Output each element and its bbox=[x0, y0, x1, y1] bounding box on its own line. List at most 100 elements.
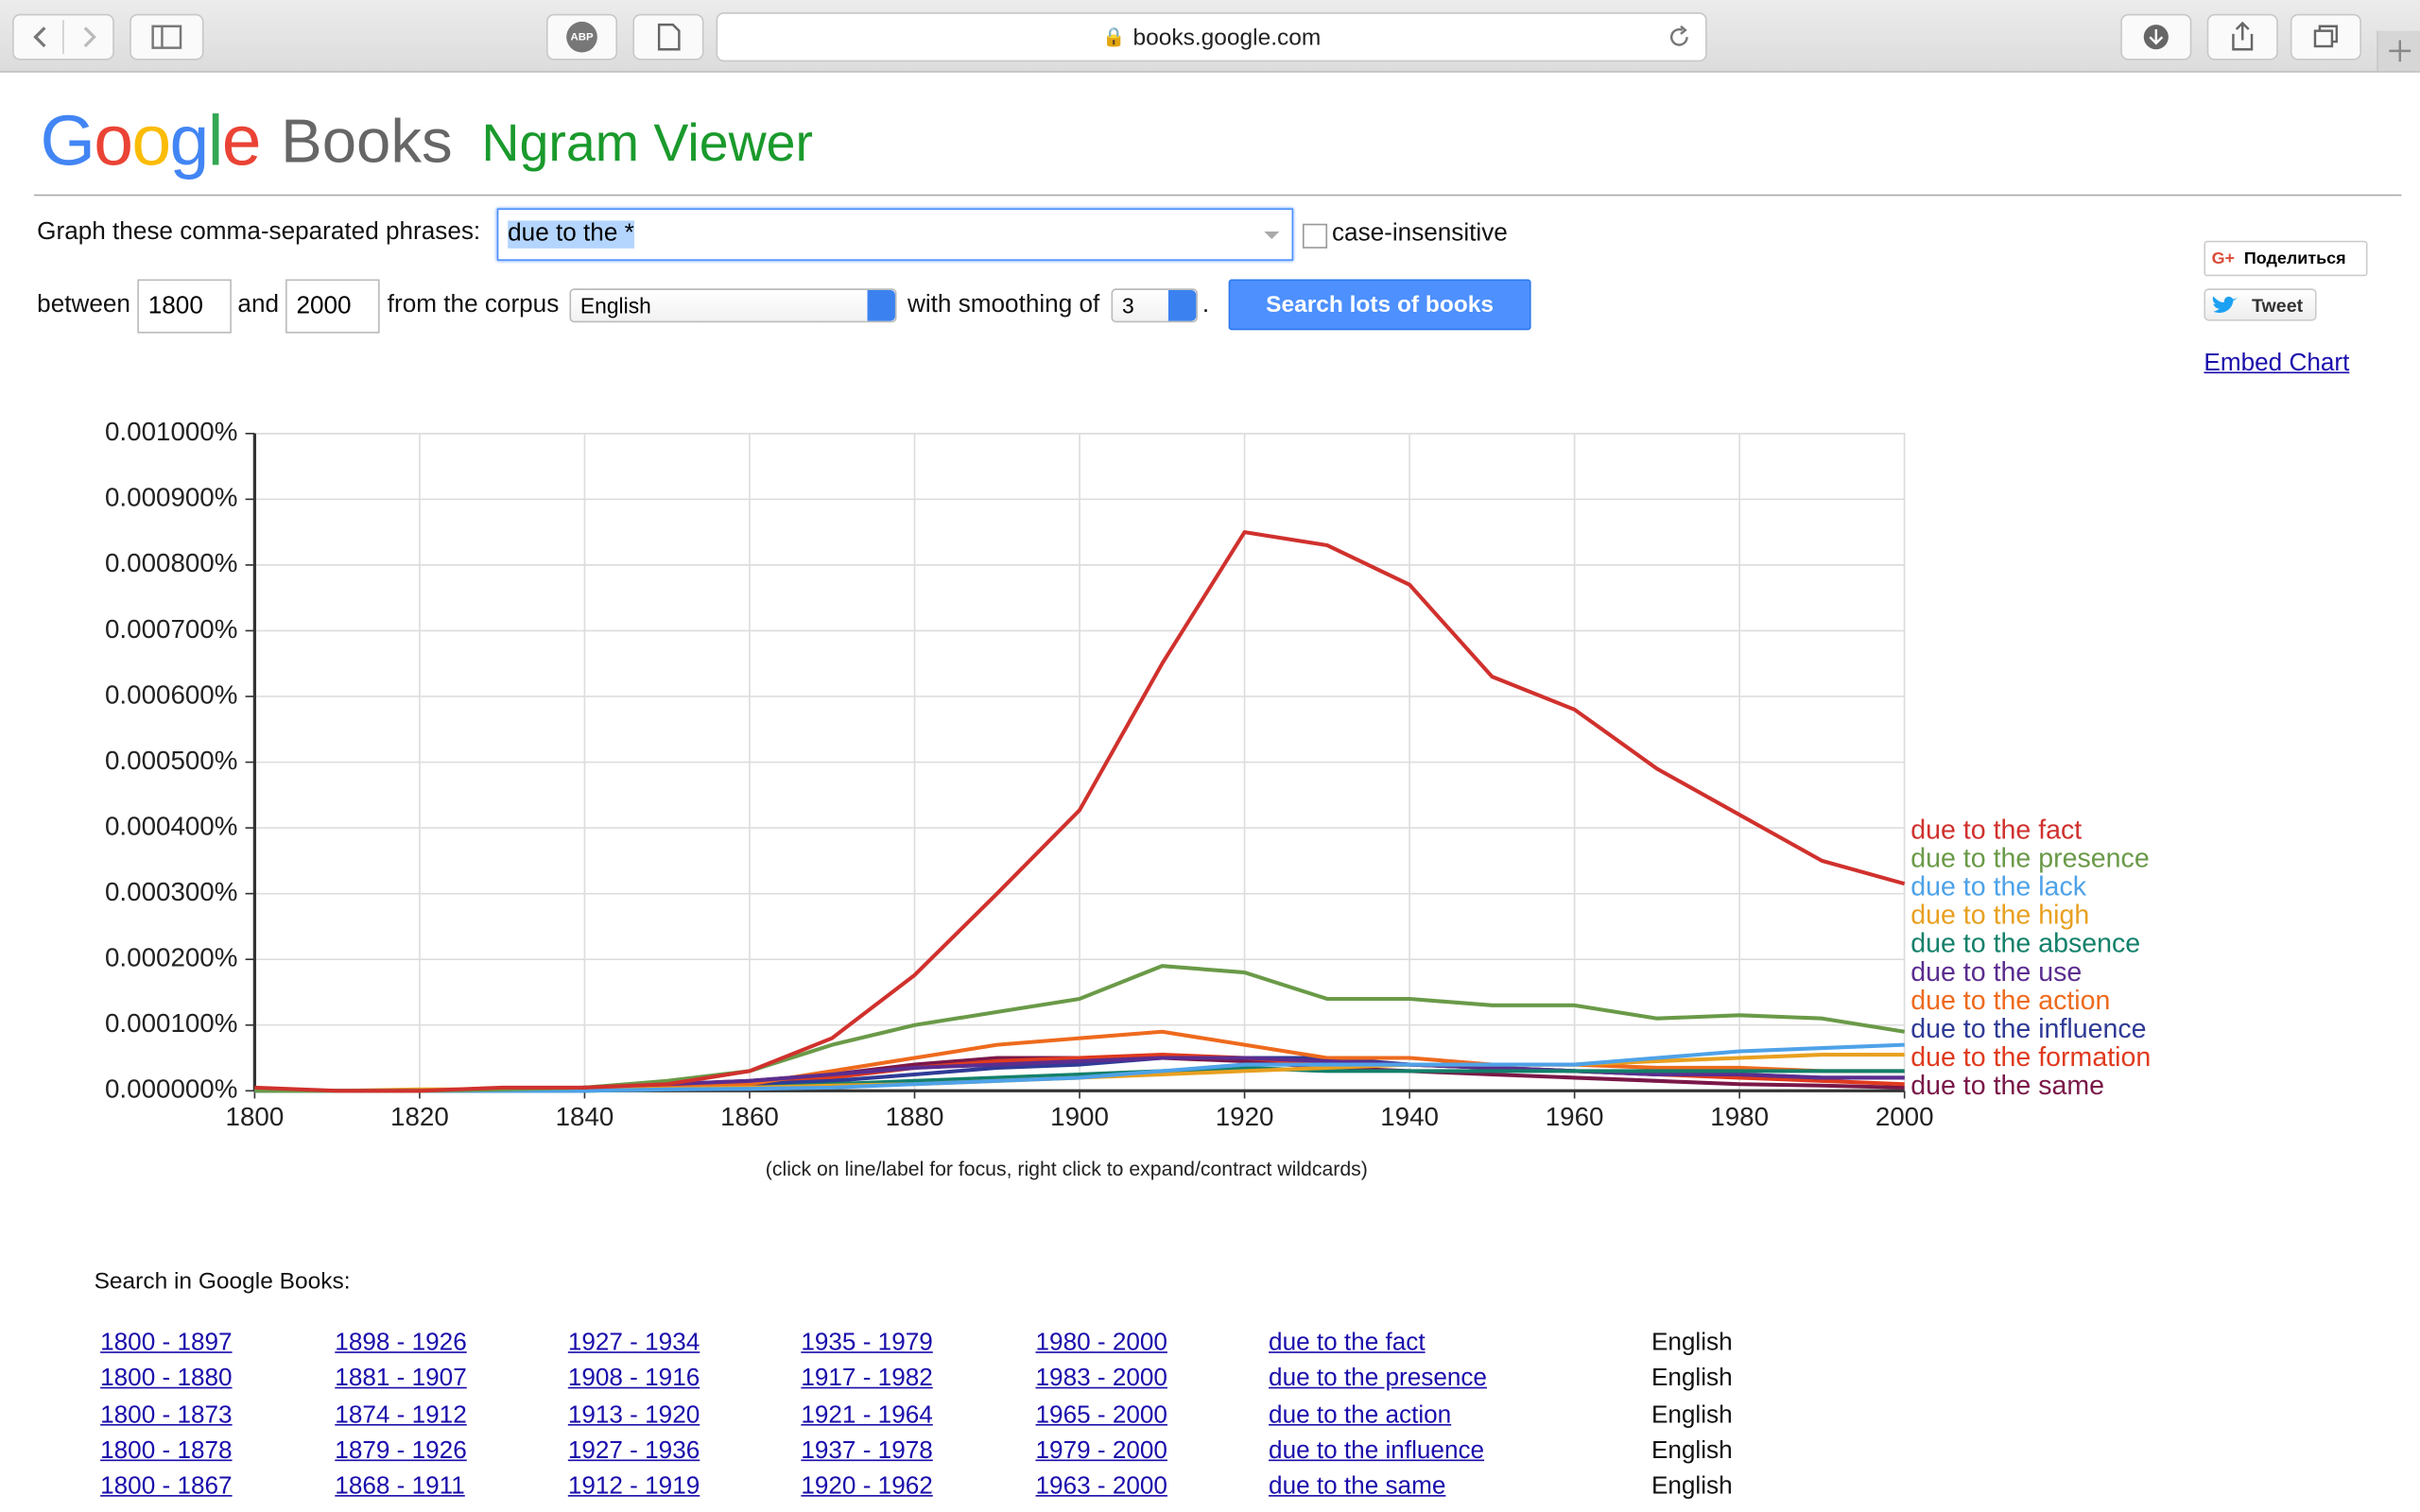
phrases-value: due to the * bbox=[508, 220, 634, 249]
case-checkbox[interactable] bbox=[1302, 223, 1328, 249]
embed-chart-link[interactable]: Embed Chart bbox=[2204, 350, 2350, 377]
corpus-cell: English bbox=[1651, 1473, 1733, 1501]
series-label[interactable]: due to the action bbox=[1910, 986, 2110, 1016]
reload-icon[interactable] bbox=[1666, 23, 1693, 50]
phrase-link[interactable]: due to the influence bbox=[1269, 1437, 1485, 1465]
logo-letter: G bbox=[40, 100, 95, 181]
select-arrows bbox=[867, 289, 895, 321]
nav-buttons[interactable] bbox=[12, 13, 114, 60]
year-range-link[interactable]: 1912 - 1919 bbox=[567, 1473, 700, 1501]
corpus-cell: English bbox=[1651, 1330, 1733, 1357]
year-end: 2000 bbox=[296, 292, 352, 319]
year-range-link[interactable]: 1879 - 1926 bbox=[335, 1437, 467, 1465]
between-label: between bbox=[37, 291, 130, 318]
corpus-value: English bbox=[579, 293, 651, 318]
year-range-link[interactable]: 1979 - 2000 bbox=[1035, 1437, 1167, 1465]
logo-letter: o bbox=[94, 100, 133, 181]
year-range-link[interactable]: 1800 - 1878 bbox=[100, 1437, 233, 1465]
series-label[interactable]: due to the lack bbox=[1910, 872, 2087, 902]
phrase-link[interactable]: due to the fact bbox=[1269, 1330, 1426, 1357]
x-tick-label: 1860 bbox=[720, 1102, 779, 1131]
corpus-label: from the corpus bbox=[387, 291, 560, 318]
tweet-label: Tweet bbox=[2252, 294, 2304, 316]
year-range-link[interactable]: 1965 - 2000 bbox=[1035, 1401, 1167, 1429]
tabs-button[interactable] bbox=[2290, 13, 2361, 60]
series-label[interactable]: due to the fact bbox=[1910, 816, 2082, 846]
year-range-link[interactable]: 1927 - 1934 bbox=[567, 1330, 700, 1357]
year-range-link[interactable]: 1920 - 1962 bbox=[801, 1473, 933, 1501]
books-logo: Books bbox=[281, 108, 453, 177]
y-tick-label: 0.000600% bbox=[105, 679, 237, 709]
dropdown-arrow bbox=[1264, 231, 1280, 240]
share-browser-button[interactable] bbox=[2206, 13, 2278, 60]
year-start-input[interactable]: 1800 bbox=[137, 279, 232, 334]
phrase-link[interactable]: due to the presence bbox=[1269, 1366, 1487, 1393]
smoothing-label: with smoothing of bbox=[907, 291, 1100, 318]
y-tick-label: 0.000100% bbox=[105, 1008, 237, 1038]
corpus-select[interactable]: English bbox=[569, 288, 897, 323]
year-range-link[interactable]: 1800 - 1873 bbox=[100, 1401, 233, 1429]
year-range-link[interactable]: 1913 - 1920 bbox=[567, 1401, 700, 1429]
phrases-label: Graph these comma-separated phrases: bbox=[37, 218, 481, 246]
smoothing-select[interactable]: 3 bbox=[1111, 288, 1198, 323]
google-plus-button[interactable]: G+ Поделиться bbox=[2204, 240, 2368, 277]
series-label[interactable]: due to the same bbox=[1910, 1071, 2104, 1101]
x-tick-label: 2000 bbox=[1876, 1102, 1934, 1131]
year-range-link[interactable]: 1868 - 1911 bbox=[335, 1473, 465, 1501]
google-logo: Google bbox=[40, 98, 262, 181]
address-bar[interactable]: 🔒 books.google.com bbox=[716, 12, 1707, 62]
logo-letter: e bbox=[221, 100, 262, 181]
year-range-link[interactable]: 1927 - 1936 bbox=[567, 1437, 700, 1465]
select-arrows bbox=[1167, 289, 1197, 321]
year-range-link[interactable]: 1935 - 1979 bbox=[801, 1330, 933, 1357]
twitter-icon bbox=[2212, 295, 2238, 313]
x-tick-label: 1880 bbox=[886, 1102, 944, 1131]
year-range-link[interactable]: 1898 - 1926 bbox=[335, 1330, 467, 1357]
page-icon bbox=[657, 23, 681, 51]
share-icon bbox=[2232, 21, 2254, 51]
header-rule bbox=[33, 194, 2402, 197]
series-label[interactable]: due to the formation bbox=[1910, 1042, 2151, 1073]
year-range-link[interactable]: 1800 - 1867 bbox=[100, 1473, 233, 1501]
series-label[interactable]: due to the absence bbox=[1910, 929, 2140, 959]
corpus-cell: English bbox=[1651, 1366, 1733, 1393]
year-range-link[interactable]: 1963 - 2000 bbox=[1035, 1473, 1167, 1501]
downloads-button[interactable] bbox=[2120, 13, 2192, 60]
corpus-cell: English bbox=[1651, 1437, 1733, 1465]
year-range-link[interactable]: 1937 - 1978 bbox=[801, 1437, 933, 1465]
search-button[interactable]: Search lots of books bbox=[1228, 279, 1531, 331]
tweet-button[interactable]: Tweet bbox=[2204, 288, 2317, 321]
phrase-link[interactable]: due to the same bbox=[1269, 1473, 1446, 1501]
year-range-link[interactable]: 1800 - 1880 bbox=[100, 1366, 233, 1393]
x-tick-label: 1840 bbox=[556, 1102, 614, 1131]
corpus-cell: English bbox=[1651, 1401, 1733, 1429]
reader-button[interactable] bbox=[632, 13, 704, 60]
series-label[interactable]: due to the presence bbox=[1910, 844, 2150, 874]
year-range-link[interactable]: 1980 - 2000 bbox=[1035, 1330, 1167, 1357]
app-title: Ngram Viewer bbox=[481, 113, 814, 173]
year-range-link[interactable]: 1800 - 1897 bbox=[100, 1330, 233, 1357]
period: . bbox=[1201, 291, 1210, 318]
series-label[interactable]: due to the high bbox=[1910, 901, 2089, 931]
new-tab-button[interactable] bbox=[2377, 30, 2420, 72]
series-label[interactable]: due to the influence bbox=[1910, 1014, 2146, 1044]
y-tick-label: 0.000500% bbox=[105, 746, 237, 775]
phrases-input[interactable]: due to the * bbox=[496, 208, 1294, 261]
series-label[interactable]: due to the use bbox=[1910, 957, 2082, 988]
sidebar-button[interactable] bbox=[130, 13, 204, 60]
year-range-link[interactable]: 1881 - 1907 bbox=[335, 1366, 467, 1393]
x-tick-label: 1820 bbox=[390, 1102, 449, 1131]
year-range-link[interactable]: 1917 - 1982 bbox=[801, 1366, 933, 1393]
year-range-link[interactable]: 1921 - 1964 bbox=[801, 1401, 933, 1429]
year-end-input[interactable]: 2000 bbox=[285, 279, 380, 334]
nav-arrows bbox=[33, 20, 96, 55]
year-range-link[interactable]: 1874 - 1912 bbox=[335, 1401, 467, 1429]
logo-letter: g bbox=[169, 100, 210, 181]
year-range-link[interactable]: 1983 - 2000 bbox=[1035, 1366, 1167, 1393]
y-tick-label: 0.001000% bbox=[105, 417, 237, 446]
adblock-button[interactable]: ABP bbox=[545, 13, 618, 60]
phrase-link[interactable]: due to the action bbox=[1269, 1401, 1452, 1429]
year-range-link[interactable]: 1908 - 1916 bbox=[567, 1366, 700, 1393]
